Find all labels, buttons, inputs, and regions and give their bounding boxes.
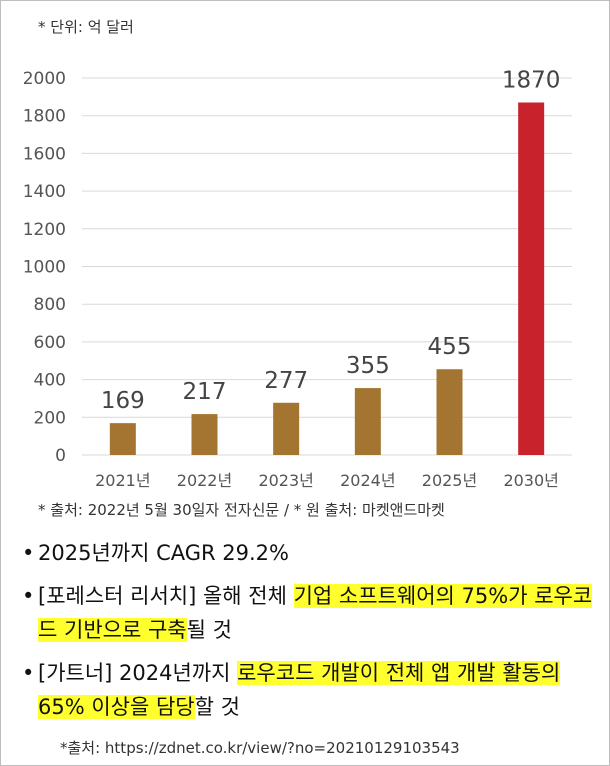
y-tick-label: 1600 [23, 144, 66, 164]
y-tick-label: 2000 [23, 69, 66, 89]
data-label: 455 [428, 334, 472, 360]
data-label: 355 [346, 353, 390, 379]
bar [191, 414, 218, 455]
data-label: 277 [264, 368, 308, 394]
bullet-item: • [포레스터 리서치] 올해 전체 기업 소프트웨어의 75%가 로우코드 기반… [22, 579, 602, 647]
bar [109, 423, 136, 455]
y-tick-label: 1800 [23, 107, 66, 127]
bar [273, 402, 300, 455]
unit-note: * 단위: 억 달러 [38, 18, 134, 36]
bar [436, 369, 463, 455]
data-label: 169 [101, 388, 145, 414]
bullet-text: 2025년까지 CAGR 29.2% [38, 541, 289, 565]
y-tick-label: 400 [34, 371, 66, 391]
bullet-text: [포레스터 리서치] 올해 전체 [38, 584, 294, 608]
bar [518, 102, 545, 455]
data-label: 217 [183, 379, 227, 405]
x-tick-label: 2030년 [503, 471, 558, 490]
footer-source: *출처: https://zdnet.co.kr/view/?no=202101… [60, 739, 460, 757]
bullet-text: [가트너] 2024년까지 [38, 661, 238, 685]
bar-chart: 0 200 400 600 800 1000 1200 1400 1600 1800 2000 169… [23, 68, 572, 490]
bullet-list: • 2025년까지 CAGR 29.2% • [포레스터 리서치] 올해 전체 기업 … [22, 536, 602, 733]
x-tick-label: 2021년 [95, 471, 150, 490]
x-tick-label: 2024년 [340, 471, 395, 490]
y-tick-label: 1400 [23, 182, 66, 202]
y-tick-label: 1200 [23, 220, 66, 240]
bullet-item: • 2025년까지 CAGR 29.2% [22, 536, 602, 570]
bullet-marker: • [22, 661, 35, 685]
bullet-item: • [가트너] 2024년까지 로우코드 개발이 전체 앱 개발 활동의 65% … [22, 656, 602, 724]
x-tick-label: 2025년 [422, 471, 477, 490]
data-label: 1870 [502, 68, 561, 94]
bullet-text: 될 것 [186, 618, 232, 642]
y-tick-label: 1000 [23, 258, 66, 278]
x-tick-label: 2022년 [177, 471, 232, 490]
bullet-marker: • [22, 584, 35, 608]
source-note: * 출처: 2022년 5월 30일자 전자신문 / * 원 출처: 마켓앤드마… [38, 501, 445, 519]
bullet-marker: • [22, 541, 35, 565]
y-tick-label: 200 [34, 408, 66, 428]
y-tick-label: 0 [55, 446, 66, 466]
y-tick-label: 800 [34, 295, 66, 315]
bar [354, 388, 381, 455]
y-tick-label: 600 [34, 333, 66, 353]
x-tick-label: 2023년 [258, 471, 313, 490]
bullet-text: 할 것 [194, 695, 240, 719]
